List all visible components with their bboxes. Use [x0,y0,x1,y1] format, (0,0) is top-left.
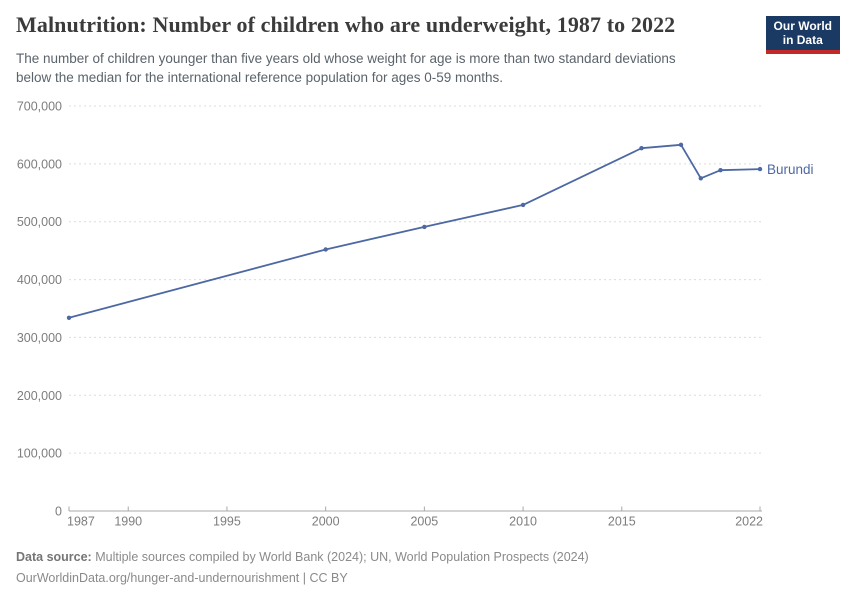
x-tick-label: 2000 [312,515,340,529]
y-tick-label: 100,000 [17,447,62,461]
x-tick-label: 1995 [213,515,241,529]
data-point [323,247,328,252]
data-point [66,315,72,320]
subtitle-line-2: below the median for the international r… [16,70,504,85]
data-line [68,143,761,319]
y-tick-label: 700,000 [17,100,62,114]
subtitle-line-1: The number of children younger than five… [16,51,676,66]
series-label-burundi: Burundi [767,162,814,177]
x-tick-label: 2022 [735,515,763,529]
x-tick-label: 1987 [67,515,95,529]
y-tick-label: 200,000 [17,389,62,403]
data-point [422,224,427,230]
y-tick-label: 0 [55,505,62,519]
y-tick-label: 300,000 [17,331,62,345]
y-tick-label: 400,000 [17,273,62,287]
data-source-text: Multiple sources compiled by World Bank … [91,550,589,564]
x-tick-label: 1990 [114,515,142,529]
logo-line-1: Our World [773,19,832,33]
data-source-line: Data source: Multiple sources compiled b… [16,547,589,568]
x-tick-label: 2005 [410,515,438,529]
data-point [757,166,763,172]
owid-logo: Our World in Data [765,16,840,54]
chart-subtitle: The number of children younger than five… [16,49,676,87]
y-tick-label: 500,000 [17,215,62,229]
license-text: OurWorldinData.org/hunger-and-undernouri… [16,571,348,585]
data-source-label: Data source: [16,550,92,564]
data-point [698,176,703,181]
data-point [678,142,684,147]
data-point [718,168,723,173]
data-point [520,202,526,208]
data-point [639,146,644,151]
chart-title: Malnutrition: Number of children who are… [16,12,676,37]
footer: Data source: Multiple sources compiled b… [16,547,589,589]
y-tick-label: 600,000 [17,157,62,171]
logo-line-2: in Data [782,32,823,47]
x-tick-label: 2015 [608,515,636,529]
x-tick-label: 2010 [509,515,537,529]
